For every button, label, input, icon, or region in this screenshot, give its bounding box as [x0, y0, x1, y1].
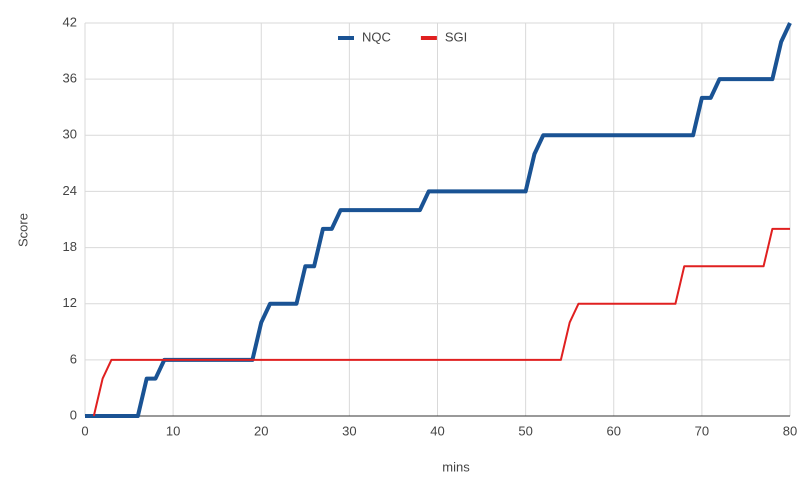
y-tick-label: 30 [63, 127, 77, 142]
legend-label: SGI [445, 29, 467, 44]
x-tick-label: 70 [695, 423, 709, 438]
y-tick-label: 24 [63, 183, 77, 198]
y-axis-label: Score [15, 213, 30, 247]
x-tick-label: 60 [607, 423, 621, 438]
y-tick-label: 42 [63, 14, 77, 29]
y-tick-label: 18 [63, 239, 77, 254]
y-tick-label: 36 [63, 71, 77, 86]
y-tick-label: 0 [70, 407, 77, 422]
series-line [92, 227, 790, 417]
legend-label: NQC [362, 29, 391, 44]
y-tick-label: 6 [70, 351, 77, 366]
x-tick-label: 30 [342, 423, 356, 438]
x-tick-label: 80 [783, 423, 797, 438]
x-tick-label: 10 [166, 423, 180, 438]
x-tick-label: 20 [254, 423, 268, 438]
x-tick-label: 50 [518, 423, 532, 438]
x-tick-label: 40 [430, 423, 444, 438]
y-tick-label: 12 [63, 295, 77, 310]
x-tick-label: 0 [81, 423, 88, 438]
x-axis-label: mins [442, 459, 470, 474]
